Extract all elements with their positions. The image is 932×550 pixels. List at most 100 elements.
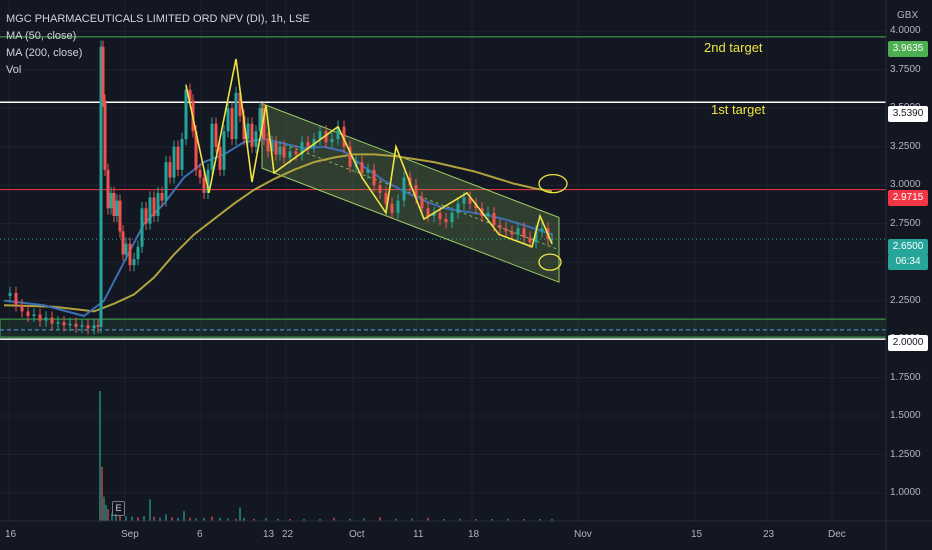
candle-body: [462, 197, 466, 204]
candle-body: [226, 108, 230, 132]
y-tick-label: 2.2500: [890, 294, 921, 306]
candle-body: [270, 142, 274, 152]
volume-bar: [319, 519, 321, 521]
horizontal-levels: [0, 36, 886, 340]
volume-bar: [165, 514, 167, 521]
x-tick-label: Nov: [574, 529, 592, 540]
candle-body: [282, 146, 286, 158]
volume-bar: [177, 517, 179, 521]
candle-body: [80, 325, 84, 327]
candle-body: [360, 162, 364, 173]
candle-body: [384, 192, 388, 204]
candle-body: [242, 115, 246, 140]
volume-bar: [111, 512, 113, 521]
candle-body: [14, 292, 18, 306]
volume-bar: [101, 466, 103, 521]
grid-lines: [0, 0, 886, 521]
volume-bar: [149, 499, 151, 521]
candle-body: [56, 322, 60, 324]
candle-body: [456, 203, 460, 213]
candle-body: [62, 322, 66, 326]
volume-bar: [203, 517, 205, 521]
candle-body: [342, 126, 346, 147]
candle-body: [206, 169, 210, 193]
volume-bar: [211, 516, 213, 521]
target-1-annotation: 1st target: [711, 102, 766, 117]
zigzag-annotation: [185, 58, 553, 248]
volume-bar: [195, 518, 197, 521]
candle-body: [444, 219, 448, 223]
y-tick-label: 1.2500: [890, 448, 921, 460]
volume-bar: [427, 517, 429, 521]
target-2-annotation: 2nd target: [704, 40, 763, 55]
candle-body: [148, 197, 152, 224]
volume-bar: [119, 515, 121, 521]
candle-body: [534, 231, 538, 243]
ma200-line: [3, 153, 553, 313]
channel-midline: [261, 135, 560, 251]
zigzag-path: [185, 58, 553, 248]
chart-title: MGC PHARMACEUTICALS LIMITED ORD NPV (DI)…: [6, 13, 310, 25]
volume-legend[interactable]: Vol: [6, 64, 22, 76]
y-tick-label: 2.7500: [890, 217, 921, 229]
volume-bar: [551, 519, 553, 521]
candle-body: [121, 231, 125, 255]
channel-band: [261, 102, 560, 283]
volume-bar: [277, 518, 279, 521]
candle-body: [312, 139, 316, 147]
volume-bar: [265, 518, 267, 521]
x-tick-label: 23: [763, 529, 775, 540]
candle-body: [222, 131, 226, 170]
candle-body: [180, 139, 184, 170]
candle-body: [99, 46, 103, 327]
candle-body: [112, 192, 116, 216]
y-tick-label: 4.0000: [890, 25, 921, 37]
descending-channel: [261, 102, 560, 283]
volume-bar: [239, 507, 241, 521]
candle-body: [164, 162, 168, 201]
volume-bar: [507, 518, 509, 521]
candle-body: [115, 200, 119, 216]
candle-body: [210, 123, 214, 170]
candle-body: [486, 212, 490, 216]
volume-bar: [171, 517, 173, 521]
y-tick-label: 1.0000: [890, 487, 921, 498]
candle-body: [188, 89, 192, 101]
candle-body: [258, 108, 262, 132]
x-tick-label: 18: [468, 529, 480, 540]
candle-body: [390, 203, 394, 213]
volume-bar: [99, 391, 101, 521]
candle-body: [124, 243, 128, 255]
volume-bars: [99, 391, 553, 521]
candle-body: [468, 197, 472, 204]
candle-body: [348, 146, 352, 167]
ma200-legend[interactable]: MA (200, close): [6, 47, 83, 59]
currency-label[interactable]: GBX: [897, 10, 919, 21]
volume-bar: [539, 519, 541, 521]
target-2-price-tag: 3.9635: [888, 41, 928, 57]
y-tick-label: 1.5000: [890, 410, 921, 422]
bar-countdown: 06:34: [888, 254, 928, 270]
earnings-event-icon[interactable]: E: [112, 501, 125, 516]
candle-body: [426, 208, 430, 216]
candle-body: [168, 162, 172, 178]
candle-body: [132, 259, 136, 266]
volume-bar: [289, 519, 291, 521]
support-zone: [0, 318, 887, 338]
candle-body: [144, 208, 148, 224]
candle-body: [254, 131, 258, 147]
ma200-path: [3, 153, 553, 313]
candle-body: [38, 314, 42, 321]
candle-body: [20, 305, 24, 312]
volume-bar: [227, 518, 229, 521]
volume-bar: [189, 517, 191, 521]
ma50-legend[interactable]: MA (50, close): [6, 30, 77, 42]
candle-body: [540, 228, 544, 232]
volume-bar: [253, 518, 255, 521]
volume-bar: [411, 518, 413, 521]
y-tick-label: 3.7500: [890, 63, 921, 75]
volume-bar: [303, 519, 305, 521]
candle-body: [214, 123, 218, 147]
candle-body: [522, 228, 526, 238]
